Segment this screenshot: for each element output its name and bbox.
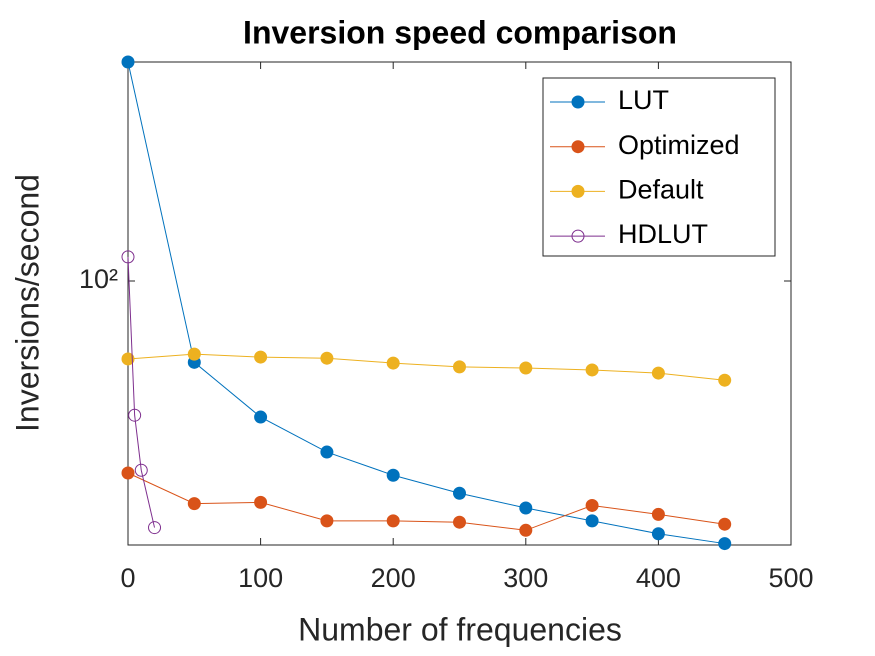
data-point: [651, 366, 665, 380]
x-tick-label: 500: [768, 563, 813, 593]
data-point: [121, 352, 135, 366]
data-point: [254, 410, 268, 424]
data-point: [453, 515, 466, 529]
y-axis-label: Inversions/second: [9, 174, 45, 432]
data-point: [187, 497, 201, 511]
data-point: [585, 498, 599, 512]
data-point: [651, 507, 665, 521]
data-point: [718, 537, 732, 551]
data-point: [519, 523, 533, 537]
data-point: [320, 514, 334, 528]
data-point: [134, 463, 148, 477]
data-point: [519, 501, 533, 515]
data-point: [148, 521, 162, 535]
legend-box: [542, 77, 776, 257]
data-point: [121, 55, 135, 69]
x-tick-label: 0: [120, 563, 135, 593]
legend-marker: [571, 184, 585, 198]
x-axis-label: Number of frequencies: [298, 611, 622, 647]
series-line: [127, 353, 725, 381]
legend-label: HDLUT: [618, 219, 708, 249]
x-tick-label: 400: [636, 563, 681, 593]
data-point: [254, 350, 268, 364]
data-point: [585, 363, 599, 377]
data-point: [718, 517, 732, 531]
data-point: [320, 351, 334, 365]
data-point: [519, 361, 533, 375]
chart-title: Inversion speed comparison: [243, 14, 677, 50]
data-point: [718, 373, 732, 387]
x-tick-label: 200: [371, 563, 416, 593]
data-point: [254, 495, 268, 509]
y-tick-label: 10²: [79, 264, 118, 294]
series-line: [127, 472, 725, 531]
x-tick-label: 300: [503, 563, 548, 593]
x-tick-label: 100: [238, 563, 283, 593]
data-point: [187, 347, 201, 361]
legend-marker: [571, 140, 585, 154]
data-point: [386, 514, 400, 528]
legend-label: Default: [618, 175, 704, 205]
data-point: [121, 250, 135, 264]
data-point: [386, 468, 400, 482]
data-point: [386, 356, 400, 370]
legend-marker: [571, 229, 585, 243]
data-point: [651, 527, 665, 541]
series-line: [127, 61, 725, 545]
data-point: [453, 360, 466, 374]
series-line: [127, 256, 156, 528]
legend-label: LUT: [618, 85, 669, 115]
data-point: [320, 445, 334, 459]
data-point: [453, 486, 466, 500]
data-point: [585, 514, 599, 528]
legend-label: Optimized: [618, 130, 740, 160]
data-point: [121, 466, 135, 480]
legend-marker: [571, 95, 585, 109]
data-point: [128, 408, 142, 422]
